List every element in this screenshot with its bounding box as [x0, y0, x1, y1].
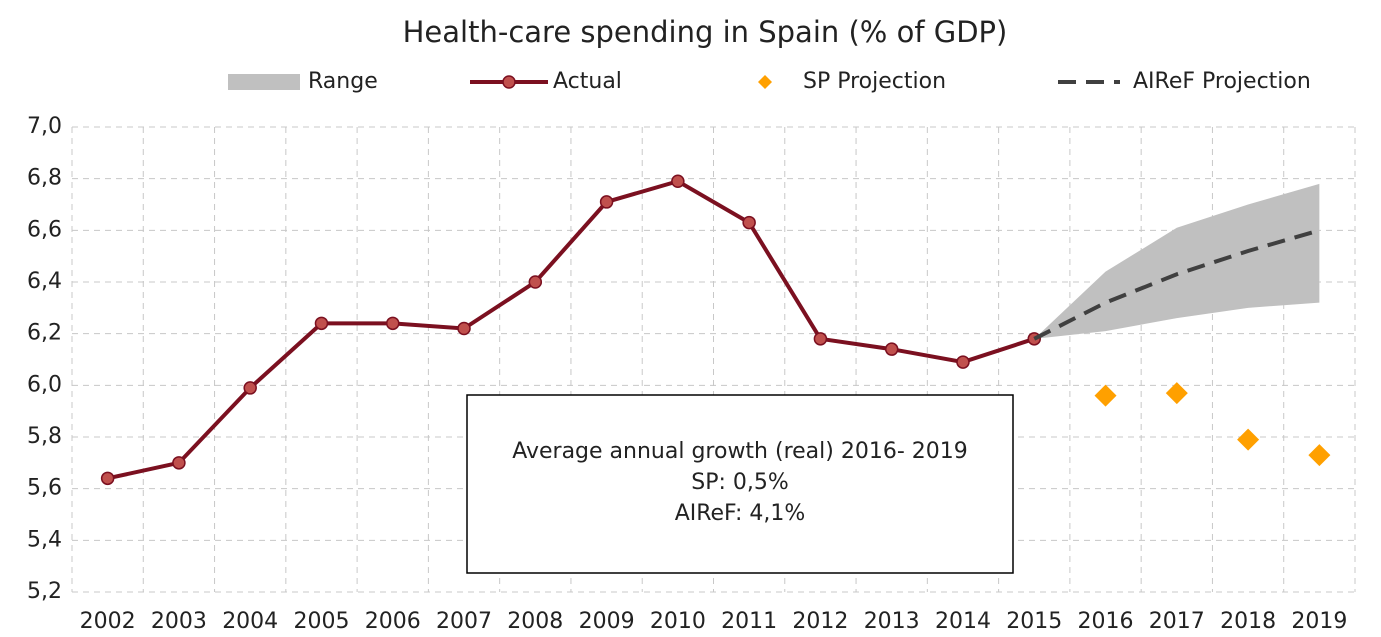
actual-marker — [599, 195, 614, 209]
legend-label: Range — [308, 69, 378, 94]
x-tick-label: 2019 — [1291, 609, 1347, 634]
sp-marker — [1237, 428, 1260, 451]
actual-marker — [528, 275, 543, 289]
airef-line — [1033, 228, 1320, 341]
legend-label: Actual — [553, 69, 622, 94]
x-tick-label: 2004 — [222, 609, 278, 634]
actual-line — [107, 179, 1035, 481]
legend-label: SP Projection — [803, 69, 946, 94]
actual-marker — [884, 342, 899, 356]
actual-marker — [457, 321, 471, 336]
y-tick-label: 5,6 — [27, 476, 62, 501]
x-tick-label: 2014 — [935, 609, 991, 634]
y-tick-label: 5,8 — [27, 424, 62, 449]
y-tick-label: 6,0 — [27, 372, 62, 397]
x-tick-label: 2018 — [1220, 609, 1276, 634]
x-tick-label: 2009 — [579, 609, 635, 634]
x-tick-label: 2012 — [792, 609, 848, 634]
range-area — [1034, 183, 1320, 339]
x-tick-label: 2013 — [864, 609, 920, 634]
y-tick-label: 7,0 — [27, 114, 62, 139]
x-tick-label: 2011 — [721, 609, 777, 634]
sp-marker — [1094, 384, 1117, 407]
legend-swatch-marker — [502, 75, 516, 89]
x-tick-label: 2015 — [1006, 609, 1062, 634]
actual-marker — [100, 471, 115, 486]
chart-title: Health-care spending in Spain (% of GDP) — [403, 15, 1008, 49]
x-tick-label: 2010 — [650, 609, 706, 634]
annotation-text: Average annual growth (real) 2016- 2019 — [512, 439, 968, 464]
actual-marker — [386, 316, 400, 331]
y-tick-label: 6,6 — [27, 217, 62, 242]
x-tick-label: 2002 — [80, 609, 136, 634]
actual-marker — [956, 355, 970, 369]
x-tick-label: 2017 — [1149, 609, 1205, 634]
annotation-text: SP: 0,5% — [691, 470, 789, 495]
x-tick-label: 2008 — [507, 609, 563, 634]
legend-swatch — [758, 75, 772, 89]
x-tick-label: 2016 — [1078, 609, 1134, 634]
actual-marker — [813, 332, 828, 346]
annotation-text: AIReF: 4,1% — [675, 501, 806, 526]
actual-marker — [314, 316, 329, 331]
sp-marker — [1308, 444, 1331, 467]
actual-marker — [742, 215, 756, 230]
y-tick-label: 6,2 — [27, 321, 62, 346]
sp-marker — [1165, 382, 1188, 405]
y-tick-label: 5,2 — [27, 579, 62, 604]
y-tick-label: 6,4 — [27, 269, 62, 294]
x-tick-label: 2006 — [365, 609, 421, 634]
legend-label: AIReF Projection — [1133, 69, 1311, 94]
y-tick-label: 6,8 — [27, 166, 62, 191]
y-tick-label: 5,4 — [27, 527, 62, 552]
actual-marker — [671, 174, 685, 188]
x-tick-label: 2005 — [293, 609, 349, 634]
actual-marker — [243, 381, 257, 395]
x-tick-label: 2007 — [436, 609, 492, 634]
actual-marker — [172, 456, 186, 470]
legend-swatch — [228, 74, 300, 90]
x-tick-label: 2003 — [151, 609, 207, 634]
annotation-box — [466, 394, 1014, 574]
